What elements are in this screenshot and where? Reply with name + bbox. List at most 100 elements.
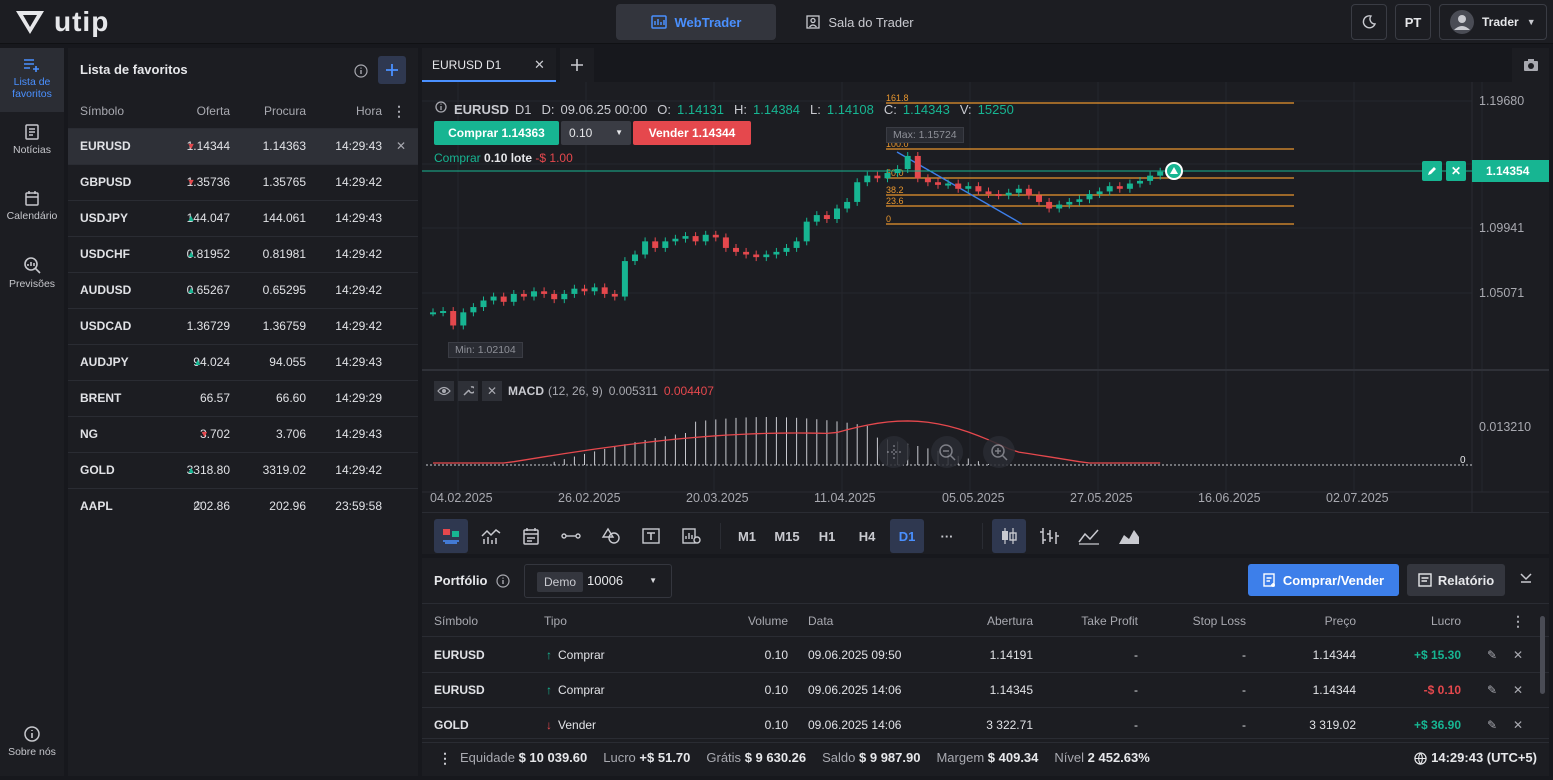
wrench-icon[interactable] [458,381,478,401]
candle[interactable] [1025,184,1032,200]
pencil-icon[interactable]: ✎ [1486,718,1497,732]
candle[interactable] [591,283,598,296]
logo[interactable]: utip [14,8,109,36]
candle[interactable] [440,307,447,317]
close-icon[interactable]: ✕ [1512,648,1523,662]
candle[interactable] [823,211,830,223]
events-button[interactable] [514,519,548,553]
timeframe-d1[interactable]: D1 [890,519,924,553]
candle[interactable] [803,217,810,246]
candle[interactable] [914,151,921,183]
candle[interactable] [430,308,436,317]
candle[interactable] [864,171,871,187]
candle[interactable] [1076,195,1083,206]
text-tool-button[interactable] [634,519,668,553]
nav-favorites[interactable]: Lista de favoritos [0,48,64,112]
candle[interactable] [945,179,952,189]
candlestick-button[interactable] [992,519,1026,553]
collapse-icon[interactable] [1519,570,1533,587]
candle[interactable] [985,187,992,198]
nav-forecasts[interactable]: Previsões [0,256,64,296]
candle[interactable] [561,289,568,304]
timeframe-m15[interactable]: M15 [774,528,800,544]
line-chart-button[interactable] [1072,519,1106,553]
candle[interactable] [773,247,780,259]
more-vertical-icon[interactable]: ⋮ [438,750,452,766]
candle[interactable] [904,151,911,174]
position-row[interactable]: EURUSD ↑ Comprar 0.10 09.06.2025 09:50 1.… [422,638,1549,673]
candle[interactable] [601,283,608,298]
candle[interactable] [460,308,467,330]
candle[interactable] [581,284,588,296]
candle[interactable] [1056,200,1063,213]
candle[interactable] [965,182,972,193]
position-row[interactable]: GOLD ↓ Vender 0.10 09.06.2025 14:06 3 322… [422,708,1549,743]
zoom-out-button[interactable] [931,436,963,468]
candle[interactable] [510,289,517,306]
zoom-in-button[interactable] [983,436,1015,468]
candle[interactable] [541,287,548,298]
edit-position-button[interactable] [1422,161,1442,181]
more-vertical-icon[interactable]: ⋮ [392,103,406,119]
position-line-label[interactable]: Comprar 0.10 lote -$ 1.00 [434,151,573,165]
nav-calendar[interactable]: Calendário [0,190,64,230]
candle[interactable] [571,284,578,298]
timeframe-m1[interactable]: M1 [737,528,757,544]
position-row[interactable]: EURUSD ↑ Comprar 0.10 09.06.2025 14:06 1.… [422,673,1549,708]
candle[interactable] [924,174,931,187]
watchlist-row[interactable]: AAPL ⏱ 202.86 202.96 23:59:58 [68,488,418,524]
candle[interactable] [783,243,790,256]
candle[interactable] [611,289,618,301]
candle[interactable] [1157,167,1164,180]
candle[interactable] [712,230,719,242]
trend-line-button[interactable] [554,519,588,553]
close-icon[interactable]: ✕ [1512,718,1523,732]
watchlist-row[interactable]: AUDUSD ▲ 0.65267 0.65295 14:29:42 [68,272,418,308]
candle[interactable] [531,287,537,301]
watchlist-row[interactable]: NG ▼ 3.702 3.706 14:29:43 [68,416,418,452]
timeframe-more[interactable]: ··· [940,528,954,544]
theme-toggle-button[interactable] [1351,4,1387,40]
candle[interactable] [652,237,659,252]
candle[interactable] [1116,182,1123,193]
candle[interactable] [834,204,840,223]
buy-sell-button[interactable]: Comprar/Vender [1248,564,1399,596]
screenshot-button[interactable] [1512,48,1549,82]
account-select[interactable]: Demo 10006 ▼ [524,564,672,598]
watchlist-row[interactable]: GOLD ▲ 3318.80 3319.02 14:29:42 [68,452,418,488]
candle[interactable] [1126,179,1133,193]
timeframe-h4[interactable]: H4 [858,528,876,544]
candle[interactable] [692,232,699,246]
nav-about[interactable]: Sobre nós [0,726,64,766]
watchlist-row[interactable]: EURUSD ▼ 1.14344 1.14363 14:29:43 ✕ [68,128,418,164]
candle[interactable] [682,232,689,243]
close-icon[interactable]: ✕ [1512,683,1523,697]
candle[interactable] [844,197,851,213]
watchlist-row[interactable]: USDCHF ▲ 0.81952 0.81981 14:29:42 [68,236,418,272]
watchlist-row[interactable]: USDJPY ▲ 144.047 144.061 14:29:43 [68,200,418,236]
candle[interactable] [632,250,638,266]
candle[interactable] [995,190,1002,200]
more-vertical-icon[interactable]: ⋮ [1511,613,1525,629]
candle[interactable] [551,289,558,304]
sell-button[interactable]: Vender 1.14344 [633,121,751,145]
area-chart-button[interactable] [1112,519,1146,553]
watchlist-row[interactable]: BRENT 66.57 66.60 14:29:29 [68,380,418,416]
info-icon[interactable] [496,574,510,588]
candle[interactable] [662,237,669,252]
candle[interactable] [520,289,527,301]
candle[interactable] [702,230,709,246]
candle[interactable] [490,292,497,305]
shapes-button[interactable] [594,519,628,553]
candle[interactable] [621,257,628,301]
candle[interactable] [1036,191,1042,206]
tab-eurusd-d1[interactable]: EURUSD D1 ✕ [422,48,556,82]
close-icon[interactable]: ✕ [395,139,406,153]
candle[interactable] [793,237,800,252]
candle[interactable] [955,179,962,193]
pencil-icon[interactable]: ✎ [1486,648,1497,662]
candle[interactable] [1015,184,1022,197]
nav-webtrader[interactable]: WebTrader [616,4,776,40]
scrollbar[interactable] [1540,616,1545,694]
